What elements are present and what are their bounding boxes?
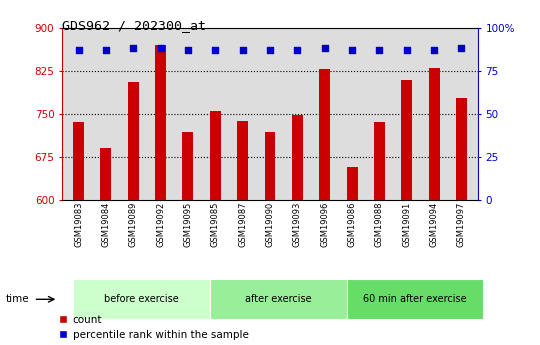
Bar — [347, 167, 357, 200]
Bar — [183, 132, 193, 200]
Point — [293, 47, 302, 53]
Point — [211, 47, 220, 53]
Point — [74, 47, 83, 53]
Bar — [374, 122, 385, 200]
Bar — [100, 148, 111, 200]
Text: time: time — [5, 294, 29, 304]
Bar — [155, 45, 166, 200]
Bar — [429, 68, 440, 200]
Bar — [292, 115, 303, 200]
Point — [102, 47, 110, 53]
Point — [238, 47, 247, 53]
Bar — [73, 122, 84, 200]
Point — [348, 47, 356, 53]
Bar — [237, 121, 248, 200]
Point — [457, 46, 466, 51]
Bar — [319, 69, 330, 200]
Point — [375, 47, 384, 53]
Bar — [128, 82, 139, 200]
Text: 60 min after exercise: 60 min after exercise — [363, 294, 467, 304]
Text: GDS962 / 202300_at: GDS962 / 202300_at — [62, 19, 206, 32]
Point — [129, 46, 138, 51]
Point — [184, 47, 192, 53]
Bar — [210, 111, 221, 200]
Bar — [401, 80, 412, 200]
Text: before exercise: before exercise — [104, 294, 179, 304]
Bar — [456, 98, 467, 200]
Legend: count, percentile rank within the sample: count, percentile rank within the sample — [59, 315, 248, 340]
Bar — [265, 132, 275, 200]
Point — [402, 47, 411, 53]
Point — [266, 47, 274, 53]
Point — [430, 47, 438, 53]
Text: after exercise: after exercise — [245, 294, 312, 304]
Point — [156, 46, 165, 51]
Point — [320, 46, 329, 51]
